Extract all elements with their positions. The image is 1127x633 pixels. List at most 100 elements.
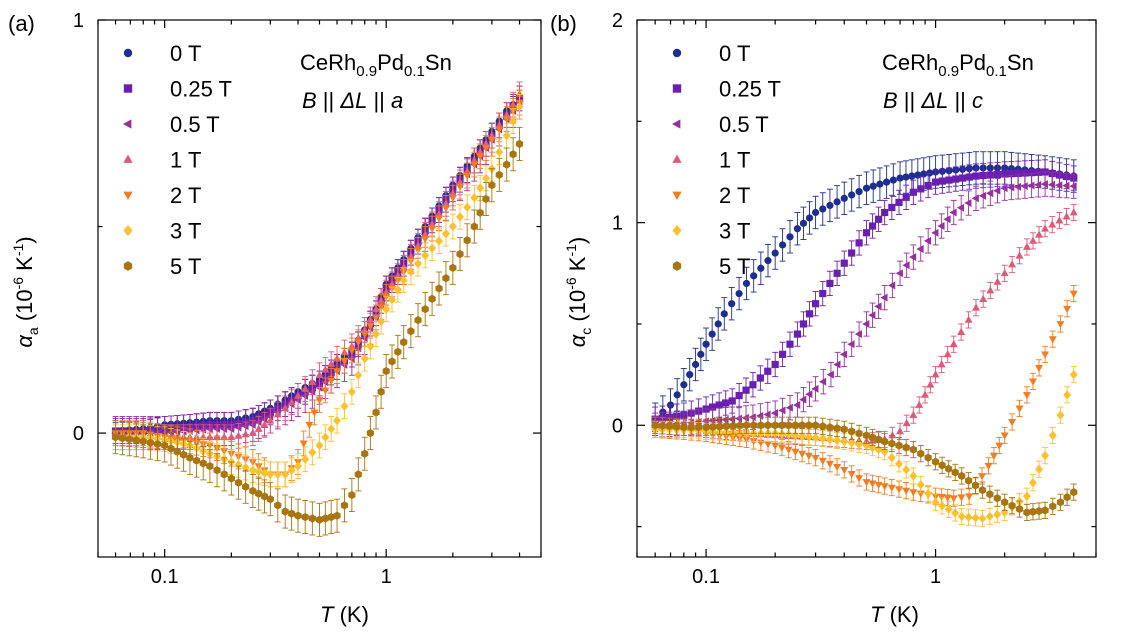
data-point xyxy=(266,469,275,480)
data-point xyxy=(896,174,904,182)
data-point xyxy=(986,171,994,179)
data-point xyxy=(798,421,806,430)
data-point xyxy=(909,471,918,481)
data-point xyxy=(888,439,896,448)
data-point xyxy=(895,486,903,494)
data-point xyxy=(495,147,504,157)
data-layer xyxy=(111,81,524,537)
data-point xyxy=(862,479,871,487)
data-point xyxy=(382,366,390,376)
data-point xyxy=(805,310,814,318)
data-point xyxy=(847,438,856,448)
cond-part: B xyxy=(883,88,898,113)
data-point xyxy=(833,198,841,206)
data-point xyxy=(227,432,236,441)
series-0p25T xyxy=(651,159,1078,432)
data-point xyxy=(315,397,324,405)
legend-label: 5 T xyxy=(170,254,201,279)
data-point xyxy=(192,456,201,465)
data-point xyxy=(476,153,485,161)
data-point xyxy=(937,360,946,368)
legend-label: 3 T xyxy=(170,219,201,244)
data-point xyxy=(166,428,174,437)
data-point xyxy=(771,249,779,257)
data-point xyxy=(299,440,308,448)
data-point xyxy=(917,185,925,193)
data-point xyxy=(855,239,863,247)
data-point xyxy=(153,439,162,449)
data-point xyxy=(421,305,429,314)
data-point xyxy=(394,347,402,356)
data-point xyxy=(372,329,381,339)
data-point xyxy=(1015,504,1024,514)
data-point xyxy=(495,126,504,134)
data-point xyxy=(874,481,883,490)
data-point xyxy=(785,403,793,412)
data-point xyxy=(301,454,310,464)
y-axis-unit: ) xyxy=(565,237,590,244)
data-point xyxy=(756,411,764,420)
data-point xyxy=(714,320,722,328)
title-sub: 0.1 xyxy=(404,63,425,80)
data-point xyxy=(764,421,772,430)
data-point xyxy=(805,390,813,399)
data-point xyxy=(139,437,147,446)
data-point xyxy=(1041,506,1049,515)
data-point xyxy=(791,448,800,456)
data-point xyxy=(266,416,275,424)
legend-marker xyxy=(672,154,682,163)
data-point xyxy=(750,421,758,430)
title-part: CeRh xyxy=(300,50,356,75)
data-point xyxy=(978,473,986,481)
title-part: Sn xyxy=(425,50,452,75)
data-point xyxy=(777,429,786,439)
y-axis-var: α xyxy=(12,334,37,348)
data-point xyxy=(722,399,730,407)
data-point xyxy=(354,339,363,347)
y-axis-unit: K xyxy=(565,256,590,277)
data-point xyxy=(1008,501,1016,510)
data-point xyxy=(722,422,730,431)
data-point xyxy=(742,279,751,288)
data-point xyxy=(249,486,257,496)
data-point xyxy=(213,466,221,475)
cond-part: ΔL xyxy=(920,88,948,113)
data-point xyxy=(321,514,329,523)
data-point xyxy=(702,340,710,348)
data-point xyxy=(1022,242,1031,250)
data-point xyxy=(509,150,517,159)
data-point xyxy=(400,338,408,347)
data-point xyxy=(248,465,257,475)
data-point xyxy=(949,339,958,348)
data-point xyxy=(880,446,889,457)
data-point xyxy=(778,350,787,358)
legend-item: 5 T xyxy=(672,254,750,279)
data-point xyxy=(1069,369,1078,380)
data-point xyxy=(881,437,889,446)
data-point xyxy=(173,447,181,456)
title-sub: 0.9 xyxy=(356,63,377,80)
legend-item: 5 T xyxy=(123,254,201,279)
data-point xyxy=(855,429,863,438)
data-point xyxy=(840,425,848,434)
data-point xyxy=(288,509,296,518)
field-condition: B || ΔL || c xyxy=(883,88,983,113)
legend-item: 0.25 T xyxy=(672,77,781,102)
data-point xyxy=(449,263,457,272)
data-point xyxy=(728,397,736,405)
data-point xyxy=(825,460,834,469)
data-point xyxy=(735,289,743,298)
panel-label: (a) xyxy=(8,11,35,36)
data-point xyxy=(294,461,302,471)
data-point xyxy=(902,487,911,495)
data-point xyxy=(255,489,263,498)
x-axis-var: T xyxy=(870,602,885,627)
y-axis-label: αc (10-6 K-1) xyxy=(563,237,594,348)
data-point xyxy=(118,434,127,443)
data-point xyxy=(985,511,994,522)
data-point xyxy=(799,395,807,404)
data-point xyxy=(945,464,953,473)
data-point xyxy=(1020,182,1028,191)
